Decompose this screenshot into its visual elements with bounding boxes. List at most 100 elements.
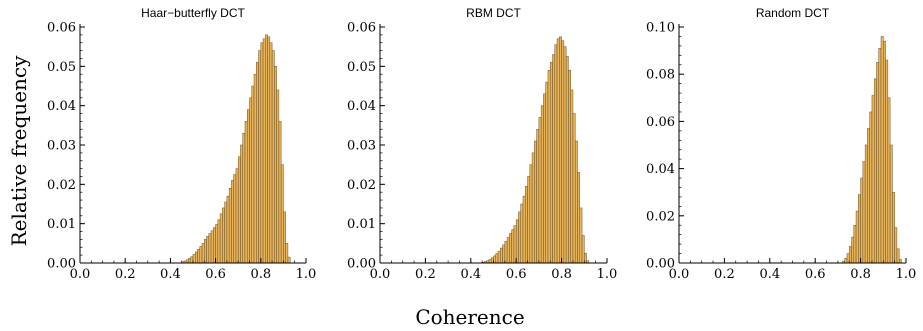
histogram-bar (538, 117, 542, 264)
histogram-bar (554, 44, 558, 264)
histogram-bar (527, 176, 531, 264)
histogram-bar (898, 259, 902, 264)
histogram-bar (222, 207, 225, 264)
histogram-bar (274, 66, 277, 264)
y-tick-label: 0.00 (347, 257, 376, 272)
histogram-bar (570, 89, 574, 264)
histogram-bar (269, 42, 273, 264)
histogram-bar (188, 258, 191, 264)
histogram-bar (572, 113, 576, 264)
histogram-bar (224, 201, 228, 264)
histogram-bar (226, 195, 230, 264)
histogram-bar (285, 243, 289, 264)
histogram-bar (520, 203, 524, 264)
histogram-bar (233, 174, 237, 264)
chart-title: Random DCT (756, 6, 830, 20)
histogram-bar (543, 93, 546, 264)
histogram-bar (579, 207, 583, 264)
histogram-bar (271, 50, 275, 264)
histogram-bar (195, 251, 198, 264)
y-tick-label: 0.02 (347, 178, 376, 193)
histogram-bar (235, 168, 239, 264)
histogram-bar (249, 97, 253, 264)
histogram-bar (208, 233, 212, 264)
chart-panel-haar-butterfly: Haar−butterfly DCT 0.0 0.2 0.4 0.6 0.8 1.0 0.00… (47, 6, 316, 282)
chart-panel-rbm: RBM DCT 0.0 0.2 0.4 0.6 0.8 1.0 0.00 0.01 0.02 0.0… (347, 6, 617, 282)
histogram-bar (219, 213, 223, 264)
chart-title: Haar−butterfly DCT (141, 6, 245, 20)
y-tick-label: 0.01 (47, 217, 76, 232)
histogram-bar (869, 111, 873, 264)
histogram-bar (197, 248, 201, 264)
histogram-bar (556, 38, 560, 264)
histogram-bar (260, 42, 264, 264)
x-tick-label: 0.4 (759, 267, 780, 282)
histogram-bar (253, 73, 257, 264)
histogram-bar (561, 40, 565, 264)
histogram-bar (540, 105, 544, 264)
histogram-bar (862, 161, 866, 264)
histogram-bar (853, 224, 857, 264)
x-tick-label: 0.8 (250, 267, 271, 282)
y-axis-label: Relative frequency (7, 55, 31, 247)
histogram-bar (867, 128, 870, 264)
histogram-bar (506, 237, 510, 264)
histogram-bar (513, 225, 517, 264)
histogram-bar (215, 224, 219, 264)
histogram-bar (545, 81, 549, 264)
histogram-bar (258, 50, 262, 264)
x-tick-label: 0.4 (160, 267, 181, 282)
x-tick-label: 0.8 (850, 267, 871, 282)
histogram-bar (531, 152, 535, 264)
histogram-bar (880, 36, 884, 264)
histogram-bar (568, 70, 571, 264)
histogram-bar (217, 219, 221, 264)
histogram-bar (851, 236, 855, 264)
histogram-bar (550, 62, 553, 264)
histogram-bar (892, 191, 895, 264)
histogram-bar (237, 156, 241, 264)
y-tick-label: 0.02 (47, 178, 76, 193)
x-axis-label: Coherence (415, 305, 524, 329)
x-tick-label: 1.0 (896, 267, 917, 282)
chart-title: RBM DCT (466, 6, 521, 20)
x-tick-label: 1.0 (296, 267, 317, 282)
y-tick-label: 0.01 (347, 217, 376, 232)
histogram-bar (213, 227, 216, 264)
y-tick-label: 0.06 (47, 21, 76, 36)
x-tick-label: 0.6 (805, 267, 826, 282)
histogram-bar (276, 89, 280, 264)
histogram-bar (871, 95, 875, 264)
histogram-bar (883, 40, 886, 264)
histogram-bar (488, 259, 492, 264)
x-tick-label: 0.2 (115, 267, 136, 282)
histogram-bar (529, 164, 533, 264)
histogram-bar (210, 230, 214, 264)
y-tick-label: 0.06 (347, 21, 376, 36)
histogram-bar (525, 186, 528, 264)
x-tick-label: 0.0 (370, 267, 391, 282)
histogram-bar (873, 78, 877, 264)
y-tick-label: 0.02 (646, 209, 675, 224)
histogram-bar (497, 250, 501, 264)
histogram-bar (860, 177, 864, 264)
y-tick-label: 0.04 (646, 162, 675, 177)
histogram-bar (206, 236, 210, 264)
histogram-bar (864, 144, 868, 264)
histogram-bar (280, 164, 284, 264)
histogram-bar (199, 246, 203, 264)
y-tick-label: 0.05 (47, 60, 76, 75)
histogram-bar (201, 243, 205, 264)
y-tick-label: 0.03 (47, 139, 76, 154)
histogram-bar (858, 194, 861, 264)
histogram-bar (244, 121, 248, 264)
histogram-bar (511, 229, 515, 264)
histogram-bar (552, 54, 556, 264)
histogram-bar (509, 233, 512, 264)
y-tick-label: 0.10 (646, 21, 675, 36)
histogram-bar (495, 253, 499, 264)
histogram-bar (500, 247, 503, 264)
histogram-bar (204, 239, 207, 264)
histogram-bar (515, 219, 519, 264)
